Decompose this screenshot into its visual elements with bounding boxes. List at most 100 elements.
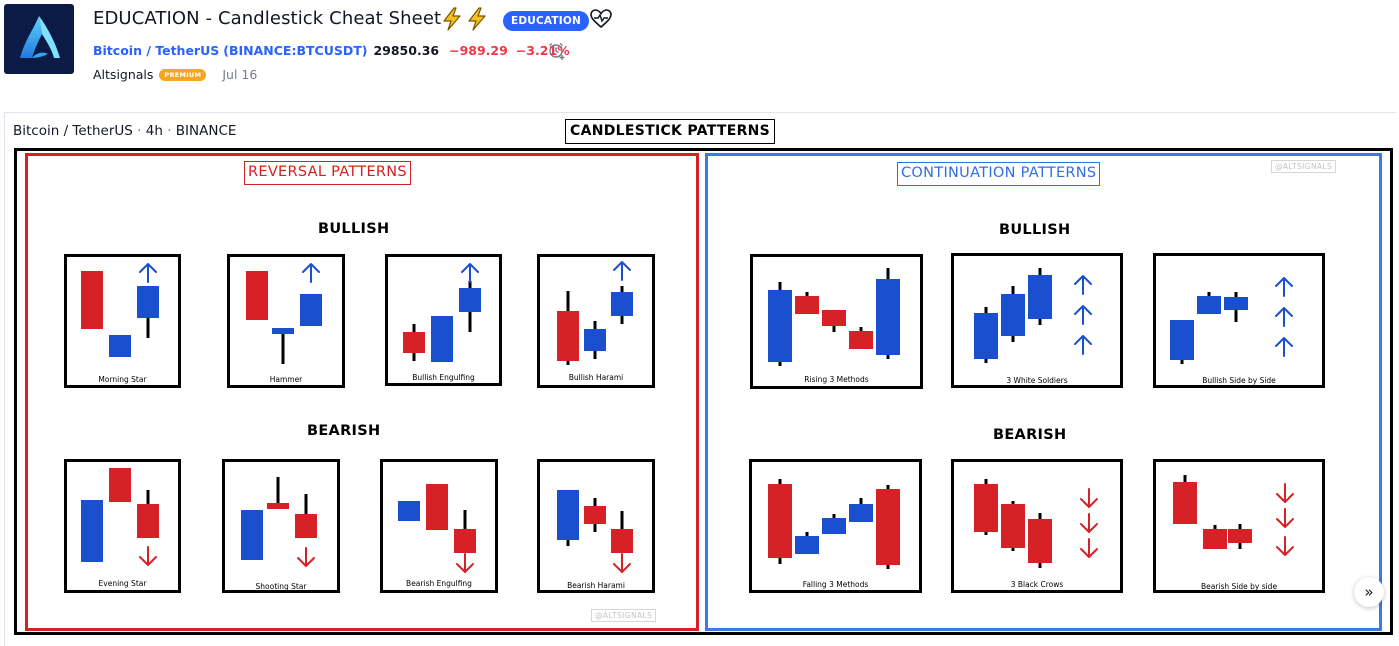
- bullish-candle-body: [611, 292, 633, 316]
- last-price: 29850.36: [373, 43, 440, 58]
- pattern-label: 3 White Soldiers: [1006, 376, 1068, 385]
- continuation-title: CONTINUATION PATTERNS: [897, 162, 1101, 186]
- candlestick: [1001, 501, 1025, 551]
- heart-pulse-icon[interactable]: [590, 9, 612, 33]
- bearish-candle-body: [584, 506, 606, 524]
- title-emojis: [440, 7, 489, 31]
- bearish-candle-body: [246, 271, 268, 320]
- idea-title: EDUCATION - Candlestick Cheat Sheet: [93, 8, 442, 29]
- bullish-candle-body: [459, 288, 481, 312]
- bearish-candle-body: [876, 489, 900, 565]
- candlestick: [1170, 320, 1194, 364]
- bearish-candle-body: [109, 468, 131, 502]
- author-name[interactable]: Altsignals: [93, 67, 154, 82]
- bullish-candle-body: [557, 490, 579, 540]
- author-row: Altsignals PREMIUM Jul 16: [93, 67, 257, 82]
- candlestick: [849, 498, 873, 522]
- bullish-candle-body: [241, 510, 263, 560]
- pattern-diagram: [81, 468, 159, 566]
- pattern-tile: Bullish Harami: [537, 254, 655, 388]
- candlestick: [611, 286, 633, 324]
- candlestick: [1028, 268, 1052, 325]
- bearish-candle-body: [822, 310, 846, 326]
- arrow-up-icon: [1275, 337, 1293, 357]
- pattern-tile: Bearish Harami: [537, 459, 655, 593]
- arrow-up-icon: [1074, 335, 1092, 355]
- candlestick: [1203, 525, 1227, 549]
- watermark: @ALTSIGNALS: [1271, 160, 1337, 173]
- reversal-section: [25, 153, 699, 631]
- bearish-candle-body: [1228, 529, 1252, 543]
- pattern-label: Evening Star: [98, 579, 147, 588]
- arrow-down-icon: [1080, 538, 1098, 558]
- bearish-candle-body: [137, 504, 159, 538]
- pattern-tile: Bearish Side by side: [1153, 459, 1325, 593]
- arrow-down-icon: [1276, 483, 1294, 503]
- candlestick: [241, 510, 263, 560]
- pattern-tile: Evening Star: [64, 459, 181, 593]
- pattern-tile: Rising 3 Methods: [750, 254, 923, 389]
- pattern-diagram: [1170, 277, 1293, 364]
- bullish-candle-body: [109, 335, 131, 357]
- candlestick: [398, 501, 420, 521]
- bullish-candle-body: [300, 294, 322, 326]
- cheat-sheet-title: CANDLESTICK PATTERNS: [565, 119, 776, 144]
- bullish-candle-body: [137, 286, 159, 318]
- chevron-right-icon: »: [1364, 583, 1374, 601]
- bearish-candle-body: [1001, 504, 1025, 548]
- pattern-diagram: [557, 261, 633, 365]
- candlestick: [81, 271, 103, 329]
- chart-image-area[interactable]: [4, 112, 1396, 646]
- candlestick: [1224, 292, 1248, 322]
- candlestick: [426, 484, 448, 530]
- pattern-label: Morning Star: [98, 375, 147, 384]
- reversal-bearish-heading: BEARISH: [307, 423, 381, 439]
- bearish-candle-body: [295, 514, 317, 538]
- symbol-exchange-link[interactable]: (BINANCE:BTCUSDT): [223, 43, 368, 58]
- arrow-down-icon: [456, 553, 474, 573]
- category-badge[interactable]: EDUCATION: [503, 11, 590, 31]
- bearish-candle-body: [849, 331, 873, 349]
- pattern-label: Bearish Side by side: [1200, 582, 1278, 591]
- symbol-row: Bitcoin / TetherUS (BINANCE:BTCUSDT) 298…: [93, 43, 570, 58]
- pattern-diagram: [403, 263, 481, 362]
- pattern-label: Bullish Harami: [568, 373, 624, 382]
- bearish-candle-body: [1173, 482, 1197, 524]
- bullish-candle-body: [1170, 320, 1194, 360]
- candlestick: [795, 532, 819, 554]
- bullish-candle-body: [1001, 294, 1025, 336]
- price-change-percent: −3.21%: [515, 43, 570, 58]
- bearish-candle-body: [1203, 529, 1227, 549]
- candlestick: [849, 327, 873, 349]
- bullish-candle-body: [876, 279, 900, 355]
- bullish-candle-body: [584, 329, 606, 351]
- bullish-candle-body: [272, 328, 294, 334]
- premium-badge: PREMIUM: [159, 68, 207, 81]
- author-logo[interactable]: [4, 4, 74, 74]
- alarm-add-icon[interactable]: [547, 41, 567, 65]
- symbol-link[interactable]: Bitcoin / TetherUS: [93, 43, 220, 58]
- bearish-candle-body: [611, 529, 633, 553]
- next-chart-button[interactable]: »: [1354, 577, 1384, 607]
- candlestick: [1197, 292, 1221, 314]
- arrow-up-icon: [1275, 277, 1293, 297]
- chart-timeframe: 4h: [145, 123, 163, 139]
- pattern-label: 3 Black Crows: [1010, 580, 1064, 589]
- pattern-tile: 3 Black Crows: [951, 459, 1123, 593]
- arrow-up-icon: [302, 263, 320, 283]
- altsignals-logo-icon: [20, 16, 60, 58]
- candlestick: [295, 494, 317, 538]
- bearish-candle-body: [403, 332, 425, 353]
- pattern-tile: Morning Star: [64, 254, 181, 388]
- bearish-candle-body: [454, 529, 476, 553]
- arrow-down-icon: [1080, 488, 1098, 508]
- candlestick: [795, 292, 819, 314]
- bullish-candle-body: [795, 536, 819, 554]
- bearish-candle-body: [1028, 519, 1052, 563]
- arrow-down-icon: [1080, 513, 1098, 533]
- bearish-candle-body: [81, 271, 103, 329]
- pattern-tile: Bullish Side by Side: [1153, 253, 1325, 388]
- candlestick: [557, 291, 579, 365]
- candlestick: [137, 490, 159, 538]
- bullish-candle-body: [822, 518, 846, 534]
